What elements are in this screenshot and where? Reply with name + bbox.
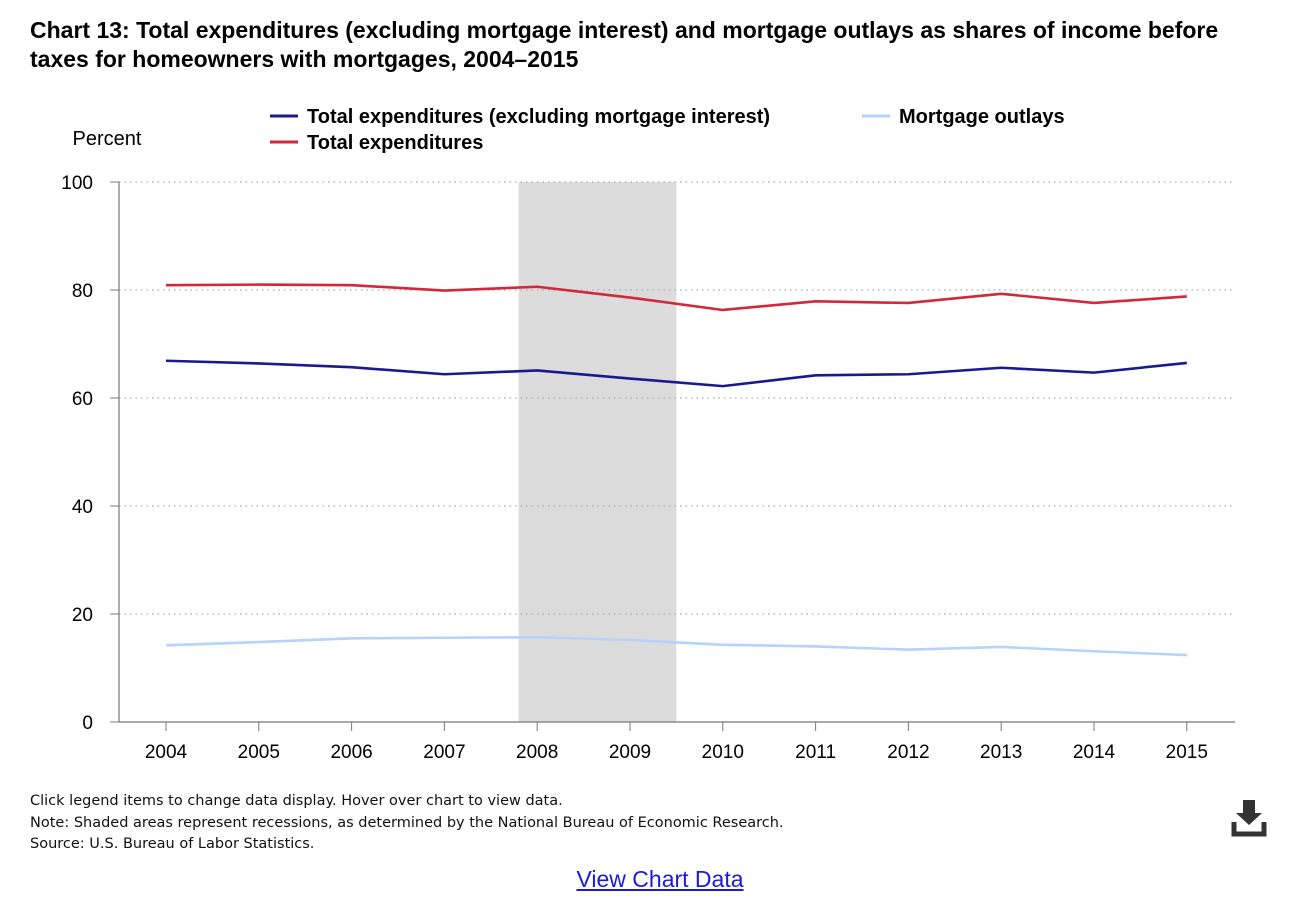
chart-title: Chart 13: Total expenditures (excluding … bbox=[30, 17, 1219, 72]
y-tick-label: 20 bbox=[72, 605, 93, 626]
data-point[interactable] bbox=[161, 280, 171, 290]
y-tick-label: 40 bbox=[72, 497, 93, 518]
x-tick-label: 2012 bbox=[887, 742, 929, 763]
legend-label: Total expenditures (excluding mortgage i… bbox=[307, 106, 770, 128]
data-point[interactable] bbox=[439, 286, 449, 296]
data-point[interactable] bbox=[903, 298, 913, 308]
recession-shading bbox=[518, 182, 677, 722]
data-point[interactable] bbox=[1182, 291, 1192, 301]
x-tick-label: 2005 bbox=[238, 742, 280, 763]
data-point[interactable] bbox=[1182, 358, 1192, 368]
data-point[interactable] bbox=[625, 293, 635, 303]
data-point[interactable] bbox=[625, 374, 635, 384]
series-line[interactable] bbox=[165, 283, 1187, 312]
x-tick-label: 2007 bbox=[423, 742, 465, 763]
data-point[interactable] bbox=[161, 356, 171, 366]
data-point[interactable] bbox=[1182, 650, 1192, 660]
data-point[interactable] bbox=[718, 305, 728, 315]
y-tick-label: 80 bbox=[72, 281, 93, 302]
legend-label: Mortgage outlays bbox=[899, 106, 1065, 128]
x-tick-label: 2004 bbox=[145, 742, 188, 763]
data-point[interactable] bbox=[996, 289, 1006, 299]
data-point[interactable] bbox=[532, 365, 542, 375]
legend-item[interactable]: Total expenditures bbox=[270, 132, 483, 154]
data-point[interactable] bbox=[903, 645, 913, 655]
data-point[interactable] bbox=[811, 370, 821, 380]
data-point[interactable] bbox=[1089, 646, 1099, 656]
x-tick-label: 2015 bbox=[1166, 742, 1208, 763]
data-point[interactable] bbox=[532, 282, 542, 292]
legend-item[interactable]: Total expenditures (excluding mortgage i… bbox=[270, 106, 770, 128]
data-point[interactable] bbox=[347, 280, 357, 290]
x-tick-label: 2011 bbox=[795, 742, 836, 763]
data-point[interactable] bbox=[903, 369, 913, 379]
data-point[interactable] bbox=[718, 640, 728, 650]
y-tick-label: 0 bbox=[82, 713, 93, 734]
data-point[interactable] bbox=[254, 358, 264, 368]
legend-item[interactable]: Mortgage outlays bbox=[862, 106, 1065, 128]
download-icon[interactable] bbox=[1228, 796, 1272, 840]
data-point[interactable] bbox=[1089, 298, 1099, 308]
series-line[interactable] bbox=[165, 359, 1187, 388]
y-tick-label: 100 bbox=[61, 173, 93, 194]
y-tick-label: 60 bbox=[72, 389, 93, 410]
recession-note: Note: Shaded areas represent recessions,… bbox=[30, 814, 784, 831]
data-point[interactable] bbox=[439, 369, 449, 379]
data-point[interactable] bbox=[439, 633, 449, 643]
data-point[interactable] bbox=[254, 637, 264, 647]
x-tick-label: 2010 bbox=[702, 742, 744, 763]
view-chart-data-link[interactable]: View Chart Data bbox=[576, 866, 744, 892]
x-tick-label: 2013 bbox=[980, 742, 1022, 763]
x-tick-label: 2009 bbox=[609, 742, 651, 763]
x-tick-label: 2008 bbox=[516, 742, 558, 763]
data-point[interactable] bbox=[347, 633, 357, 643]
data-point[interactable] bbox=[1089, 368, 1099, 378]
view-chart-data: View Chart Data bbox=[0, 866, 1302, 893]
data-point[interactable] bbox=[996, 642, 1006, 652]
data-point[interactable] bbox=[996, 363, 1006, 373]
data-point[interactable] bbox=[625, 635, 635, 645]
chart-notes: Click legend items to change data displa… bbox=[30, 791, 784, 856]
source-text: Source: U.S. Bureau of Labor Statistics. bbox=[30, 836, 315, 852]
y-axis-label: Percent bbox=[73, 128, 142, 150]
data-point[interactable] bbox=[811, 296, 821, 306]
series-line[interactable] bbox=[165, 635, 1187, 657]
data-point[interactable] bbox=[532, 632, 542, 642]
legend-label: Total expenditures bbox=[307, 132, 483, 154]
instructions-text: Click legend items to change data displa… bbox=[30, 793, 563, 809]
data-point[interactable] bbox=[811, 641, 821, 651]
line-chart[interactable]: 0 20 40 60 80 100 2004 2005 2006 2007 2008 2009 2010… bbox=[0, 0, 1302, 790]
x-tick-label: 2006 bbox=[330, 742, 372, 763]
data-point[interactable] bbox=[718, 381, 728, 391]
data-point[interactable] bbox=[347, 362, 357, 372]
data-point[interactable] bbox=[254, 280, 264, 290]
x-tick-label: 2014 bbox=[1073, 742, 1116, 763]
data-point[interactable] bbox=[161, 640, 171, 650]
